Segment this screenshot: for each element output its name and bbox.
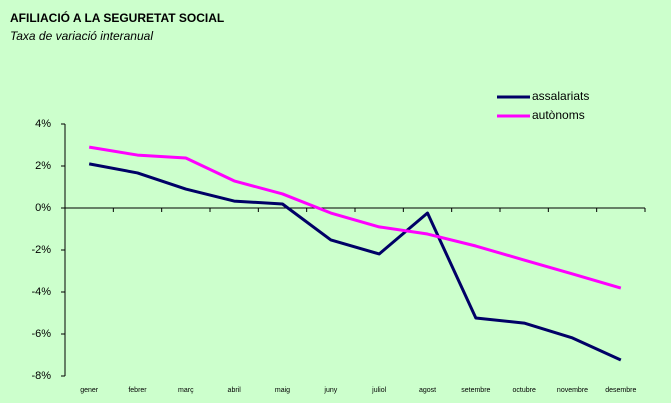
x-tick-label: febrer (128, 387, 147, 394)
x-tick-label: desembre (605, 387, 636, 394)
y-tick-label: -6% (31, 328, 51, 340)
x-tick-label: juny (323, 387, 337, 394)
y-tick-label: -8% (31, 370, 51, 382)
x-tick-label: març (178, 387, 194, 394)
y-tick-label: -4% (31, 286, 51, 298)
series-line (88, 145, 622, 290)
x-tick-label: gener (80, 387, 99, 394)
x-tick-label: abril (228, 387, 242, 394)
x-tick-label: maig (275, 387, 290, 394)
y-tick-label: 4% (35, 118, 51, 130)
chart-title: AFILIACIÓ A LA SEGURETAT SOCIAL (10, 10, 224, 25)
x-tick-label: setembre (461, 387, 490, 394)
x-tick-label: agost (419, 387, 436, 394)
legend-label: assalariats (532, 89, 589, 103)
y-tick-label: 0% (35, 202, 51, 214)
x-tick-label: juliol (371, 387, 386, 394)
y-tick-label: 2% (35, 160, 51, 172)
x-tick-label: novembre (557, 387, 588, 394)
chart-subtitle: Taxa de variació interanual (10, 29, 153, 43)
series-line (88, 162, 622, 362)
x-tick-label: octubre (512, 387, 535, 394)
y-tick-label: -2% (31, 244, 51, 256)
legend-label: autònoms (532, 108, 585, 122)
